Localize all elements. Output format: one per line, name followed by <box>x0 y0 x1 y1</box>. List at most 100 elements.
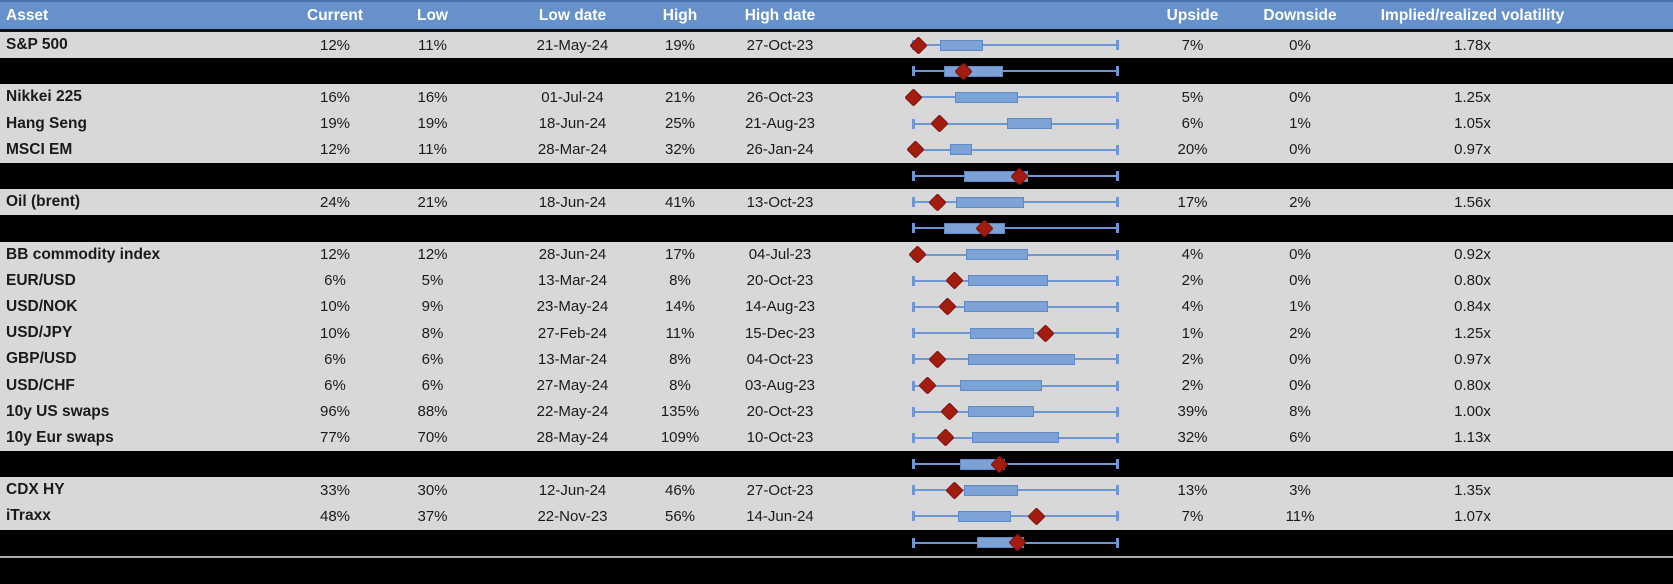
whisker-cap-right <box>1116 380 1119 391</box>
high-value: 17% <box>664 246 696 264</box>
whisker-cap-left <box>912 485 915 496</box>
table-row[interactable]: S&P 500 12% 11% 21-May-24 19% 27-Oct-23 7% 0% 1.… <box>0 32 1673 59</box>
table-row[interactable]: Oil (brent) 24% 21% 18-Jun-24 41% 13-Oct-23 17… <box>0 189 1673 216</box>
downside-value: 1% <box>1289 298 1311 316</box>
whisker-cap-left <box>912 354 915 365</box>
whisker-cap-left <box>912 380 915 391</box>
separator-row[interactable] <box>0 58 1673 85</box>
asset-name: CDX HY <box>6 481 65 499</box>
table-row[interactable]: GBP/USD 6% 6% 13-Mar-24 8% 04-Oct-23 2% 0% 0.97x <box>0 346 1673 373</box>
asset-name: Hang Seng <box>6 114 87 132</box>
separator-row[interactable] <box>0 555 1673 584</box>
high-value: 14% <box>664 298 696 316</box>
current-marker-icon <box>930 114 949 133</box>
upside-value: 20% <box>1177 141 1208 159</box>
whisker-cap-right <box>1116 301 1119 312</box>
downside-value: 0% <box>1289 141 1311 159</box>
high-value: 135% <box>660 403 700 421</box>
range-sparkline-cell <box>855 84 1130 110</box>
implied-realized-value: 1.13x <box>1454 429 1491 447</box>
high-value: 32% <box>664 141 696 159</box>
range-sparkline-cell <box>855 503 1130 529</box>
range-whisker <box>913 515 1118 518</box>
range-box <box>958 510 1012 522</box>
range-box <box>964 484 1018 496</box>
range-sparkline-cell <box>855 477 1130 503</box>
downside-value: 0% <box>1289 36 1311 54</box>
low-value: 11% <box>418 36 447 54</box>
whisker-cap-right <box>1116 432 1119 443</box>
low-date: 27-Feb-24 <box>537 324 608 342</box>
range-whisker <box>913 44 1118 47</box>
upside-value: 17% <box>1177 193 1208 211</box>
table-row[interactable]: iTraxx 48% 37% 22-Nov-23 56% 14-Jun-24 7% 11% 1.… <box>0 503 1673 530</box>
range-boxplot <box>912 111 1119 137</box>
low-date: 13-Mar-24 <box>537 272 608 290</box>
table-row[interactable]: USD/CHF 6% 6% 27-May-24 8% 03-Aug-23 2% 0% 0.80x <box>0 372 1673 399</box>
range-boxplot <box>912 58 1119 84</box>
high-date: 21-Aug-23 <box>744 115 816 133</box>
table-body: S&P 500 12% 11% 21-May-24 19% 27-Oct-23 7% 0% 1.… <box>0 32 1673 584</box>
current-marker-icon <box>918 376 937 395</box>
downside-value: 0% <box>1289 246 1311 264</box>
current-value: 12% <box>319 36 351 54</box>
table-row[interactable]: Hang Seng 19% 19% 18-Jun-24 25% 21-Aug-23 6% 1%… <box>0 110 1673 137</box>
range-box <box>966 249 1028 261</box>
downside-value: 0% <box>1289 350 1311 368</box>
whisker-cap-right <box>1116 171 1119 182</box>
current-value: 12% <box>319 141 351 159</box>
table-row[interactable]: 10y Eur swaps 77% 70% 28-May-24 109% 10-Oct-2… <box>0 424 1673 451</box>
current-value: 6% <box>324 350 346 368</box>
range-sparkline-cell <box>855 268 1130 294</box>
current-value: 12% <box>319 246 351 264</box>
low-date: 23-May-24 <box>536 298 609 316</box>
range-boxplot <box>912 163 1119 189</box>
upside-value: 7% <box>1181 36 1204 54</box>
low-value: 8% <box>421 324 444 342</box>
table-row[interactable]: Nikkei 225 16% 16% 01-Jul-24 21% 26-Oct-23 5% 0… <box>0 84 1673 111</box>
high-date: 20-Oct-23 <box>746 403 814 421</box>
downside-value: 1% <box>1289 115 1311 133</box>
table-row[interactable]: BB commodity index 12% 12% 28-Jun-24 17% 04-J… <box>0 241 1673 268</box>
low-date: 28-May-24 <box>536 429 609 447</box>
table-row[interactable]: 10y US swaps 96% 88% 22-May-24 135% 20-Oct-23… <box>0 398 1673 425</box>
range-box <box>956 196 1024 208</box>
downside-value: 6% <box>1289 429 1311 447</box>
implied-realized-value: 1.05x <box>1454 115 1491 133</box>
high-value: 56% <box>664 507 696 525</box>
range-whisker <box>913 227 1118 230</box>
table-row[interactable]: CDX HY 33% 30% 12-Jun-24 46% 27-Oct-23 13% 3% 1.… <box>0 477 1673 504</box>
low-value: 12% <box>417 246 448 264</box>
low-value: 9% <box>421 298 444 316</box>
upside-value: 6% <box>1181 115 1204 133</box>
table-row[interactable]: MSCI EM 12% 11% 28-Mar-24 32% 26-Jan-24 20% 0% 0… <box>0 136 1673 163</box>
upside-value: 2% <box>1181 272 1204 290</box>
separator-row[interactable] <box>0 529 1673 556</box>
table-row[interactable]: USD/NOK 10% 9% 23-May-24 14% 14-Aug-23 4% 1% 0.8… <box>0 293 1673 321</box>
range-sparkline-cell <box>855 530 1130 556</box>
table-row[interactable]: USD/JPY 10% 8% 27-Feb-24 11% 15-Dec-23 1% 2% 1.2… <box>0 320 1673 347</box>
upside-value: 13% <box>1177 481 1208 499</box>
implied-realized-value: 1.35x <box>1454 481 1491 499</box>
separator-row[interactable] <box>0 162 1673 190</box>
separator-row[interactable] <box>0 215 1673 242</box>
current-marker-icon <box>928 350 947 369</box>
high-value: 8% <box>669 272 691 290</box>
separator-row[interactable] <box>0 451 1673 478</box>
column-header-asset: Asset <box>6 6 49 24</box>
implied-realized-value: 1.56x <box>1454 193 1491 211</box>
current-marker-icon <box>1036 323 1055 343</box>
upside-value: 39% <box>1177 403 1208 421</box>
table-row[interactable]: EUR/USD 6% 5% 13-Mar-24 8% 20-Oct-23 2% 0% 0.80x <box>0 267 1673 294</box>
current-marker-icon <box>944 481 964 500</box>
range-sparkline-cell <box>855 320 1130 346</box>
low-date: 28-Mar-24 <box>537 141 608 159</box>
downside-value: 0% <box>1289 377 1311 395</box>
downside-value: 0% <box>1289 272 1311 290</box>
high-date: 27-Oct-23 <box>746 36 814 54</box>
whisker-cap-left <box>912 537 915 548</box>
whisker-cap-left <box>912 197 915 208</box>
current-marker-icon <box>944 271 964 290</box>
range-sparkline-cell <box>855 558 1130 584</box>
